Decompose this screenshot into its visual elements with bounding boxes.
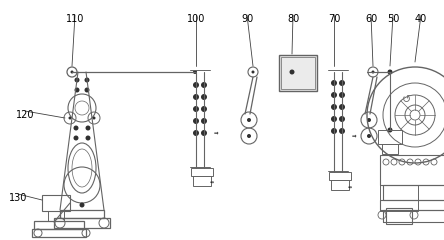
Bar <box>329 172 351 180</box>
Text: 130: 130 <box>9 193 27 203</box>
Text: 100: 100 <box>187 14 205 24</box>
Circle shape <box>68 116 71 120</box>
Bar <box>279 55 317 91</box>
Text: 120: 120 <box>16 110 34 120</box>
Circle shape <box>193 70 197 74</box>
Circle shape <box>367 134 371 138</box>
Circle shape <box>388 127 392 132</box>
Circle shape <box>331 80 337 86</box>
Circle shape <box>247 118 251 122</box>
Circle shape <box>331 128 337 134</box>
Circle shape <box>74 126 79 131</box>
Bar <box>382 144 398 154</box>
Text: 110: 110 <box>66 14 84 24</box>
Circle shape <box>86 136 91 140</box>
Text: ⇒: ⇒ <box>352 133 357 138</box>
Bar <box>383 210 444 222</box>
Circle shape <box>339 80 345 86</box>
Bar <box>48 211 64 221</box>
Circle shape <box>339 128 345 134</box>
Text: 90: 90 <box>241 14 253 24</box>
Circle shape <box>331 116 337 122</box>
Text: 70: 70 <box>328 14 340 24</box>
Circle shape <box>84 78 90 83</box>
Text: ⇒: ⇒ <box>210 180 214 185</box>
Circle shape <box>201 106 207 112</box>
Circle shape <box>201 130 207 136</box>
Bar <box>54 218 110 228</box>
Bar <box>34 221 84 229</box>
Text: 50: 50 <box>387 14 399 24</box>
Bar <box>380 185 418 211</box>
Bar <box>380 155 444 185</box>
Circle shape <box>201 82 207 88</box>
Circle shape <box>339 104 345 110</box>
Circle shape <box>367 118 371 122</box>
Circle shape <box>388 70 392 74</box>
Circle shape <box>193 130 199 136</box>
Bar <box>380 200 444 210</box>
Circle shape <box>193 106 199 112</box>
Text: 60: 60 <box>365 14 377 24</box>
Circle shape <box>247 134 251 138</box>
Circle shape <box>331 104 337 110</box>
Circle shape <box>92 116 95 120</box>
Circle shape <box>193 94 199 100</box>
Text: ⇒: ⇒ <box>348 185 352 190</box>
Circle shape <box>339 92 345 98</box>
Bar <box>60 210 104 218</box>
Circle shape <box>331 92 337 98</box>
Bar <box>191 168 213 176</box>
Bar <box>281 57 315 89</box>
Circle shape <box>251 71 254 73</box>
Circle shape <box>86 126 91 131</box>
Circle shape <box>84 88 90 92</box>
Circle shape <box>193 82 199 88</box>
Text: ↺: ↺ <box>402 95 412 105</box>
Bar <box>386 208 412 224</box>
Circle shape <box>75 88 79 92</box>
Circle shape <box>372 71 374 73</box>
Circle shape <box>201 94 207 100</box>
Circle shape <box>201 118 207 124</box>
Bar <box>331 180 349 190</box>
Bar <box>383 185 444 200</box>
Circle shape <box>74 136 79 140</box>
Circle shape <box>388 70 392 74</box>
Bar <box>193 176 211 186</box>
Circle shape <box>289 70 294 74</box>
Circle shape <box>193 118 199 124</box>
Bar <box>378 130 402 144</box>
Bar <box>42 195 70 211</box>
Circle shape <box>71 71 74 73</box>
Text: 40: 40 <box>415 14 427 24</box>
Circle shape <box>339 116 345 122</box>
Text: 80: 80 <box>287 14 299 24</box>
Bar <box>32 229 86 237</box>
Circle shape <box>79 203 84 208</box>
Text: ⇒: ⇒ <box>214 130 218 135</box>
Circle shape <box>75 78 79 83</box>
